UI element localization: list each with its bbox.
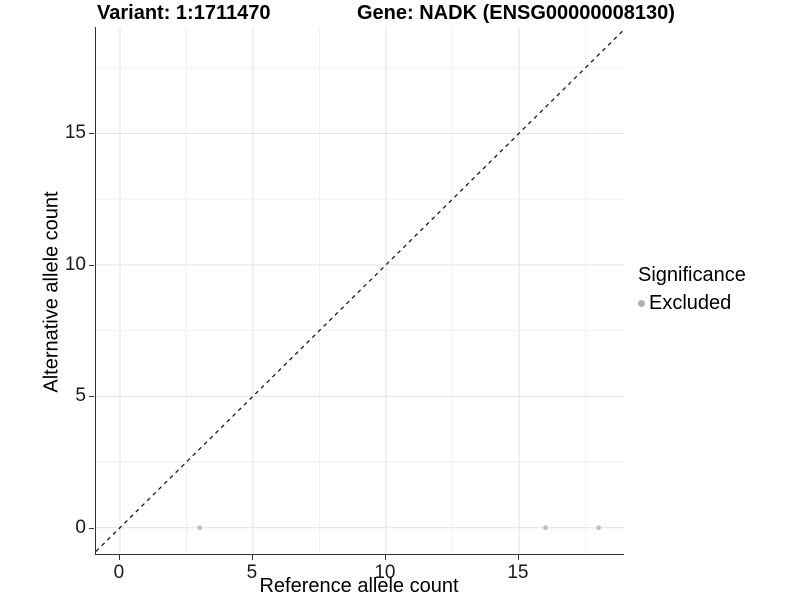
plot-panel xyxy=(95,27,624,555)
data-point-excluded xyxy=(543,525,548,531)
y-tick-label: 0 xyxy=(75,516,86,538)
excluded-dot-icon xyxy=(638,300,645,307)
x-axis-tick xyxy=(251,555,253,560)
y-axis-tick xyxy=(89,264,94,266)
x-axis-tick xyxy=(384,555,386,560)
x-tick-label: 10 xyxy=(374,562,396,583)
y-axis-tick xyxy=(89,396,94,398)
y-axis-tick xyxy=(89,133,94,135)
y-axis-tick xyxy=(89,527,94,529)
x-tick-label: 5 xyxy=(246,562,258,583)
data-point-excluded xyxy=(596,525,602,531)
y-tick-label: 15 xyxy=(64,122,86,144)
x-tick-label: 0 xyxy=(113,562,125,583)
y-tick-label: 5 xyxy=(75,385,86,407)
plot-title-gene: Gene: NADK (ENSG00000008130) xyxy=(357,2,675,24)
y-tick-label: 10 xyxy=(64,253,86,275)
plot-canvas xyxy=(96,27,624,554)
x-axis-title: Reference allele count xyxy=(259,575,459,597)
legend-title: Significance xyxy=(638,264,746,286)
legend: Significance Excluded xyxy=(638,264,746,315)
y-axis-title: Alternative allele count xyxy=(40,191,63,393)
x-tick-label: 15 xyxy=(507,562,529,583)
legend-item-excluded: Excluded xyxy=(638,292,746,315)
identity-dashed-line xyxy=(96,29,624,552)
plot-title-variant: Variant: 1:1711470 xyxy=(97,2,271,24)
x-axis-tick xyxy=(517,555,519,560)
legend-item-label: Excluded xyxy=(649,292,732,314)
data-point-excluded xyxy=(197,525,203,531)
x-axis-tick xyxy=(118,555,120,560)
